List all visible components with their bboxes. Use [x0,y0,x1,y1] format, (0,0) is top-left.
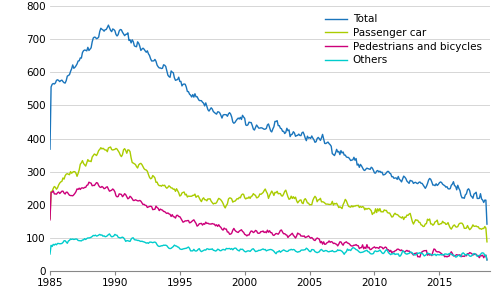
Pedestrians and bicycles [47,218,53,222]
Passenger car [304,198,310,202]
Others [443,252,449,256]
Passenger car [443,222,449,226]
Passenger car [448,227,454,231]
Others [484,258,490,262]
Total [304,139,310,143]
Others [304,246,310,250]
Passenger car [103,148,109,152]
Others [448,252,454,256]
Pedestrians and bicycles [484,258,490,262]
Total [443,185,449,189]
Total [106,23,112,27]
Pedestrians and bicycles [86,180,92,184]
Others [47,252,53,256]
Pedestrians and bicycles [151,208,157,211]
Total [448,184,454,187]
Pedestrians and bicycles [72,192,78,195]
Pedestrians and bicycles [304,235,310,239]
Total [484,222,490,226]
Pedestrians and bicycles [104,185,110,188]
Pedestrians and bicycles [448,250,454,253]
Others [106,232,112,236]
Others [103,235,109,238]
Line: Passenger car: Passenger car [50,147,487,242]
Passenger car [72,170,78,173]
Line: Others: Others [50,234,487,260]
Total [151,59,157,63]
Others [151,241,157,244]
Passenger car [108,145,114,149]
Line: Total: Total [50,25,487,224]
Passenger car [484,240,490,244]
Passenger car [151,175,157,178]
Pedestrians and bicycles [443,254,449,258]
Line: Pedestrians and bicycles: Pedestrians and bicycles [50,182,487,260]
Total [47,147,53,151]
Passenger car [47,217,53,220]
Others [72,237,78,241]
Total [72,66,78,69]
Total [103,28,109,31]
Legend: Total, Passenger car, Pedestrians and bicycles, Others: Total, Passenger car, Pedestrians and bi… [322,11,485,69]
